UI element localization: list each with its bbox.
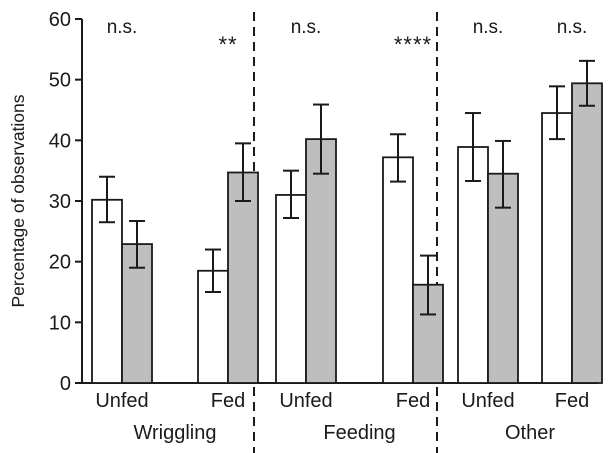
subgroup-label: Unfed: [95, 390, 148, 412]
group-label-other: Other: [505, 422, 555, 444]
significance-label: **: [218, 32, 237, 57]
y-tick-label: 20: [49, 252, 71, 274]
bar-other-fed-unfilled: [541, 112, 573, 384]
significance-label: n.s.: [291, 17, 322, 38]
significance-label: n.s.: [557, 17, 588, 38]
subgroup-label: Unfed: [461, 390, 514, 412]
labels: Unfed n.s. Fed ** Wriggling Unfed n.s. Fed **** F…: [95, 17, 589, 444]
y-tick-label: 30: [49, 191, 71, 213]
bar-feeding-fed-unfilled: [382, 156, 414, 384]
bar-wriggling-fed-filled: [227, 171, 259, 384]
subgroup-label: Unfed: [279, 390, 332, 412]
bars: [91, 59, 603, 384]
bar-feeding-unfed-unfilled: [275, 194, 307, 384]
significance-label: ****: [394, 32, 432, 57]
significance-label: n.s.: [473, 17, 504, 38]
y-tick-label: 40: [49, 130, 71, 152]
bar-wriggling-unfed-unfilled: [91, 198, 123, 384]
bar-other-fed-filled: [571, 82, 603, 384]
group-label-feeding: Feeding: [323, 422, 395, 444]
subgroup-label: Fed: [211, 390, 245, 412]
bar-feeding-unfed-filled: [305, 138, 337, 384]
y-axis: 0 10 20 30 40 50 60: [49, 9, 598, 395]
y-axis-label: Percentage of observations: [8, 94, 28, 307]
group-label-wriggling: Wriggling: [134, 422, 217, 444]
subgroup-label: Fed: [396, 390, 430, 412]
bar-other-unfed-unfilled: [457, 146, 489, 384]
y-tick-label: 10: [49, 312, 71, 334]
y-tick-label: 60: [49, 9, 71, 31]
subgroup-label: Fed: [555, 390, 589, 412]
y-tick-label: 0: [60, 373, 71, 395]
y-tick-label: 50: [49, 70, 71, 92]
significance-label: n.s.: [107, 17, 138, 38]
